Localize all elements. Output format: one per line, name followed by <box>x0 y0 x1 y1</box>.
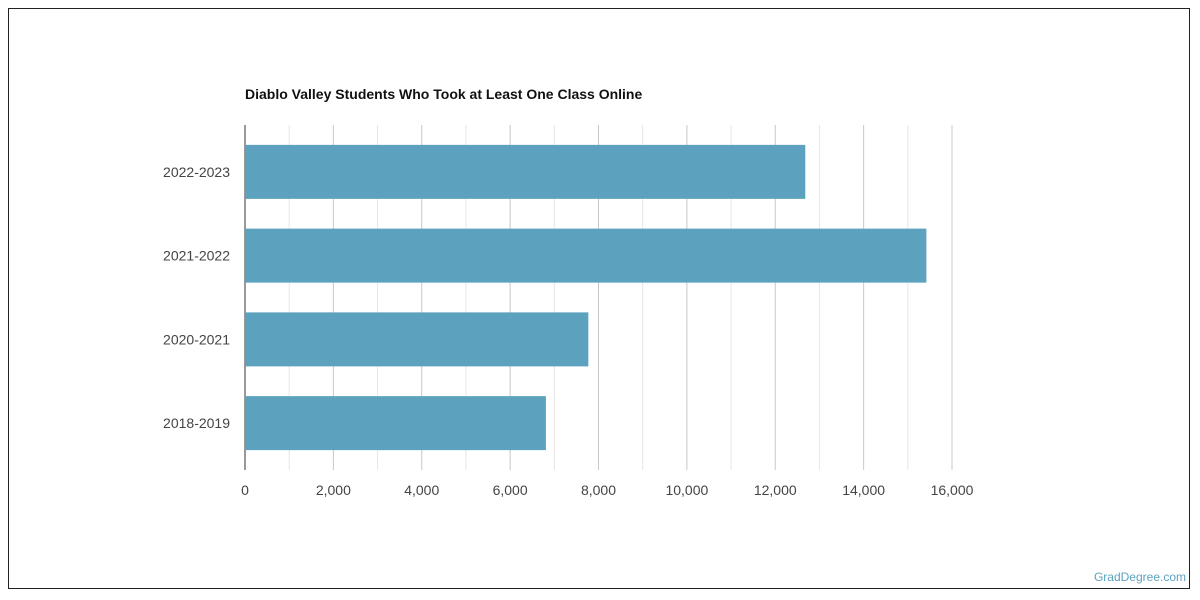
x-tick-label: 12,000 <box>754 482 797 498</box>
bar-2022-2023 <box>245 144 806 199</box>
x-tick-label: 16,000 <box>931 482 974 498</box>
y-tick-label: 2020-2021 <box>163 331 230 347</box>
x-tick-label: 6,000 <box>493 482 528 498</box>
x-tick-label: 14,000 <box>842 482 885 498</box>
y-tick-label: 2018-2019 <box>163 415 230 431</box>
x-tick-label: 2,000 <box>316 482 351 498</box>
bar-2018-2019 <box>245 396 546 451</box>
x-tick-label: 4,000 <box>404 482 439 498</box>
x-tick-label: 8,000 <box>581 482 616 498</box>
y-tick-label: 2022-2023 <box>163 164 230 180</box>
x-tick-label: 10,000 <box>665 482 708 498</box>
source-credit-link[interactable]: GradDegree.com <box>1093 570 1186 584</box>
y-tick-label: 2021-2022 <box>163 248 230 264</box>
x-tick-label: 0 <box>241 482 249 498</box>
chart-title: Diablo Valley Students Who Took at Least… <box>245 86 643 102</box>
bar-2021-2022 <box>245 228 927 283</box>
bar-2020-2021 <box>245 312 589 367</box>
